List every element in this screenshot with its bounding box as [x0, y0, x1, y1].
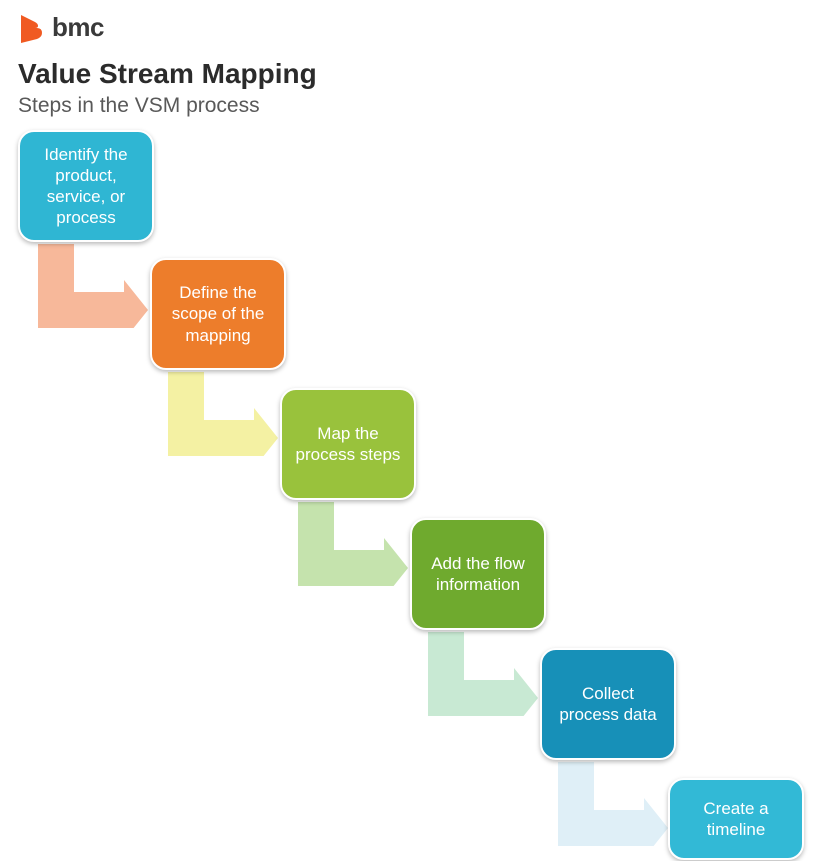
flow-arrow-4	[428, 632, 538, 721]
flow-arrow-3	[298, 502, 408, 591]
step-box-2: Define the scope of the mapping	[150, 258, 286, 370]
step-label: Define the scope of the mapping	[162, 282, 274, 346]
step-label: Map the process steps	[292, 423, 404, 466]
step-box-3: Map the process steps	[280, 388, 416, 500]
flow-arrow-1	[38, 244, 148, 333]
logo-mark-icon	[18, 13, 46, 43]
step-label: Create a timeline	[680, 798, 792, 841]
logo-text: bmc	[52, 12, 104, 43]
step-box-1: Identify the product, service, or proces…	[18, 130, 154, 242]
brand-logo: bmc	[18, 12, 104, 43]
step-label: Collect process data	[552, 683, 664, 726]
page-title: Value Stream Mapping	[18, 58, 317, 90]
flow-arrow-5	[558, 762, 668, 851]
step-label: Identify the product, service, or proces…	[30, 144, 142, 229]
step-label: Add the flow information	[422, 553, 534, 596]
page-subtitle: Steps in the VSM process	[18, 94, 260, 118]
step-box-5: Collect process data	[540, 648, 676, 760]
step-box-4: Add the flow information	[410, 518, 546, 630]
flow-arrow-2	[168, 372, 278, 461]
step-box-6: Create a timeline	[668, 778, 804, 860]
